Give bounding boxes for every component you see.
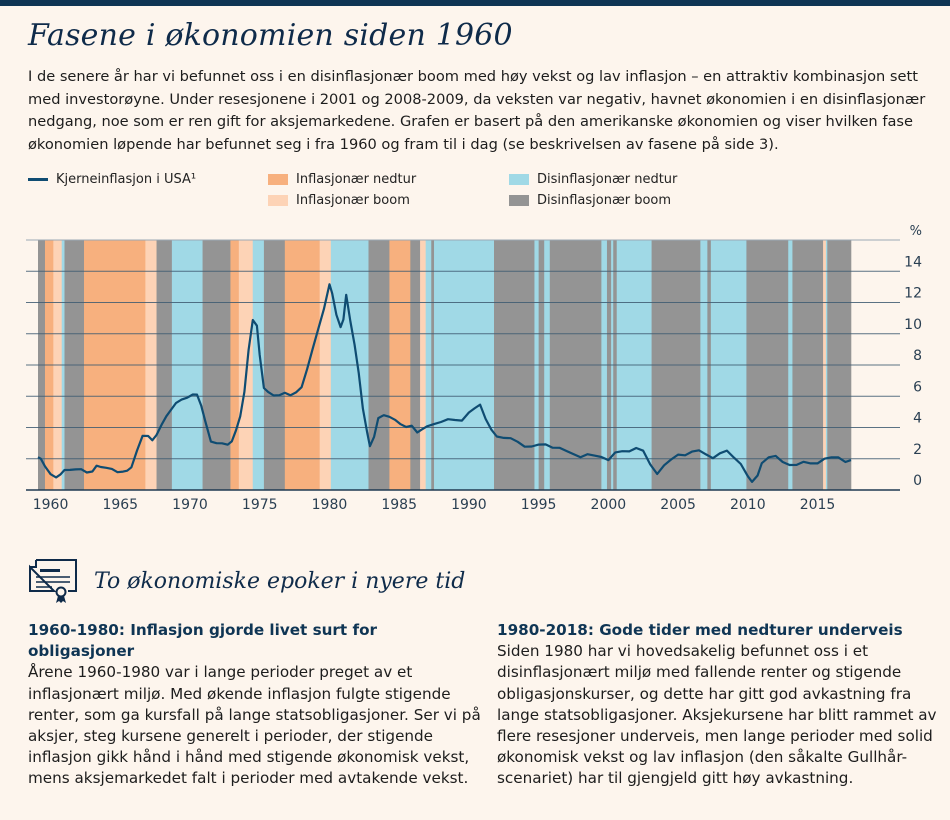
section-header: To økonomiske epoker i nyere tid — [28, 558, 465, 604]
legend-item-disinflasjonaer-boom: Disinflasjonær boom — [509, 193, 671, 208]
legend-item-inflasjonaer-nedtur: Inflasjonær nedtur — [268, 172, 416, 187]
epoch-body: Siden 1980 har vi hovedsakelig befunnet … — [497, 642, 937, 788]
core-inflation-line — [37, 283, 852, 483]
epoch-heading: 1960-1980: Inflasjon gjorde livet surt f… — [28, 621, 377, 661]
x-tick-label: 2015 — [800, 497, 836, 513]
y-tick-label: 10 — [904, 317, 922, 333]
y-axis-unit-label: % — [910, 225, 922, 239]
x-tick-label: 2010 — [730, 497, 766, 513]
legend-item-core-inflation: Kjerneinflasjon i USA¹ — [28, 172, 196, 187]
legend-label: Kjerneinflasjon i USA¹ — [56, 172, 197, 187]
y-tick-label: 6 — [913, 379, 922, 395]
y-tick-label: 12 — [904, 286, 922, 302]
epoch-body: Årene 1960-1980 var i lange perioder pre… — [28, 663, 481, 788]
legend-label: Disinflasjonær boom — [537, 193, 672, 208]
epoch-heading: 1980-2018: Gode tider med nedturer under… — [497, 621, 903, 639]
legend-swatch — [509, 174, 529, 185]
legend-item-inflasjonaer-boom: Inflasjonær boom — [268, 193, 410, 208]
x-tick-label: 1975 — [242, 497, 278, 513]
legend-item-disinflasjonaer-nedtur: Disinflasjonær nedtur — [509, 172, 677, 187]
section-title: To økonomiske epoker i nyere tid — [94, 568, 466, 594]
top-accent-bar — [0, 0, 950, 6]
x-tick-label: 1970 — [172, 497, 208, 513]
y-tick-label: 14 — [904, 254, 922, 270]
legend-swatch — [268, 195, 288, 206]
x-tick-label: 1965 — [102, 497, 138, 513]
page-title: Fasene i økonomien siden 1960 — [28, 18, 513, 53]
x-tick-label: 1960 — [33, 497, 69, 513]
y-tick-label: 4 — [913, 411, 922, 427]
legend-line-swatch — [28, 178, 48, 181]
legend-label: Inflasjonær boom — [296, 193, 410, 208]
x-tick-label: 2000 — [591, 497, 627, 513]
epoch-column-1980-2018: 1980-2018: Gode tider med nedturer under… — [497, 620, 937, 790]
inflation-phase-chart: 0 2 4 6 8 10 12 14 1960 1965 1970 1975 1980 1985 1990… — [26, 225, 922, 513]
inflation-line-layer — [37, 283, 852, 483]
y-tick-label: 2 — [913, 442, 922, 458]
chart-legend: Kjerneinflasjon i USA¹ Inflasjonær nedtu… — [28, 170, 928, 220]
y-tick-label: 0 — [913, 473, 922, 489]
x-tick-label: 1990 — [451, 497, 487, 513]
x-tick-label: 1985 — [381, 497, 417, 513]
x-tick-label: 1995 — [521, 497, 557, 513]
gridlines — [26, 239, 900, 491]
intro-paragraph: I de senere år har vi befunnet oss i en … — [28, 68, 926, 153]
x-tick-label: 1980 — [312, 497, 348, 513]
y-tick-labels: 0 2 4 6 8 10 12 14 — [904, 254, 922, 489]
legend-label: Disinflasjonær nedtur — [537, 172, 678, 187]
certificate-icon — [29, 559, 77, 603]
y-tick-label: 8 — [913, 348, 922, 364]
legend-label: Inflasjonær nedtur — [296, 172, 417, 187]
epoch-column-1960-1980: 1960-1980: Inflasjon gjorde livet surt f… — [28, 620, 483, 790]
x-tick-label: 2005 — [660, 497, 696, 513]
legend-swatch — [509, 195, 529, 206]
legend-swatch — [268, 174, 288, 185]
x-tick-labels: 1960 1965 1970 1975 1980 1985 1990 1995 2000 2005… — [33, 497, 836, 513]
